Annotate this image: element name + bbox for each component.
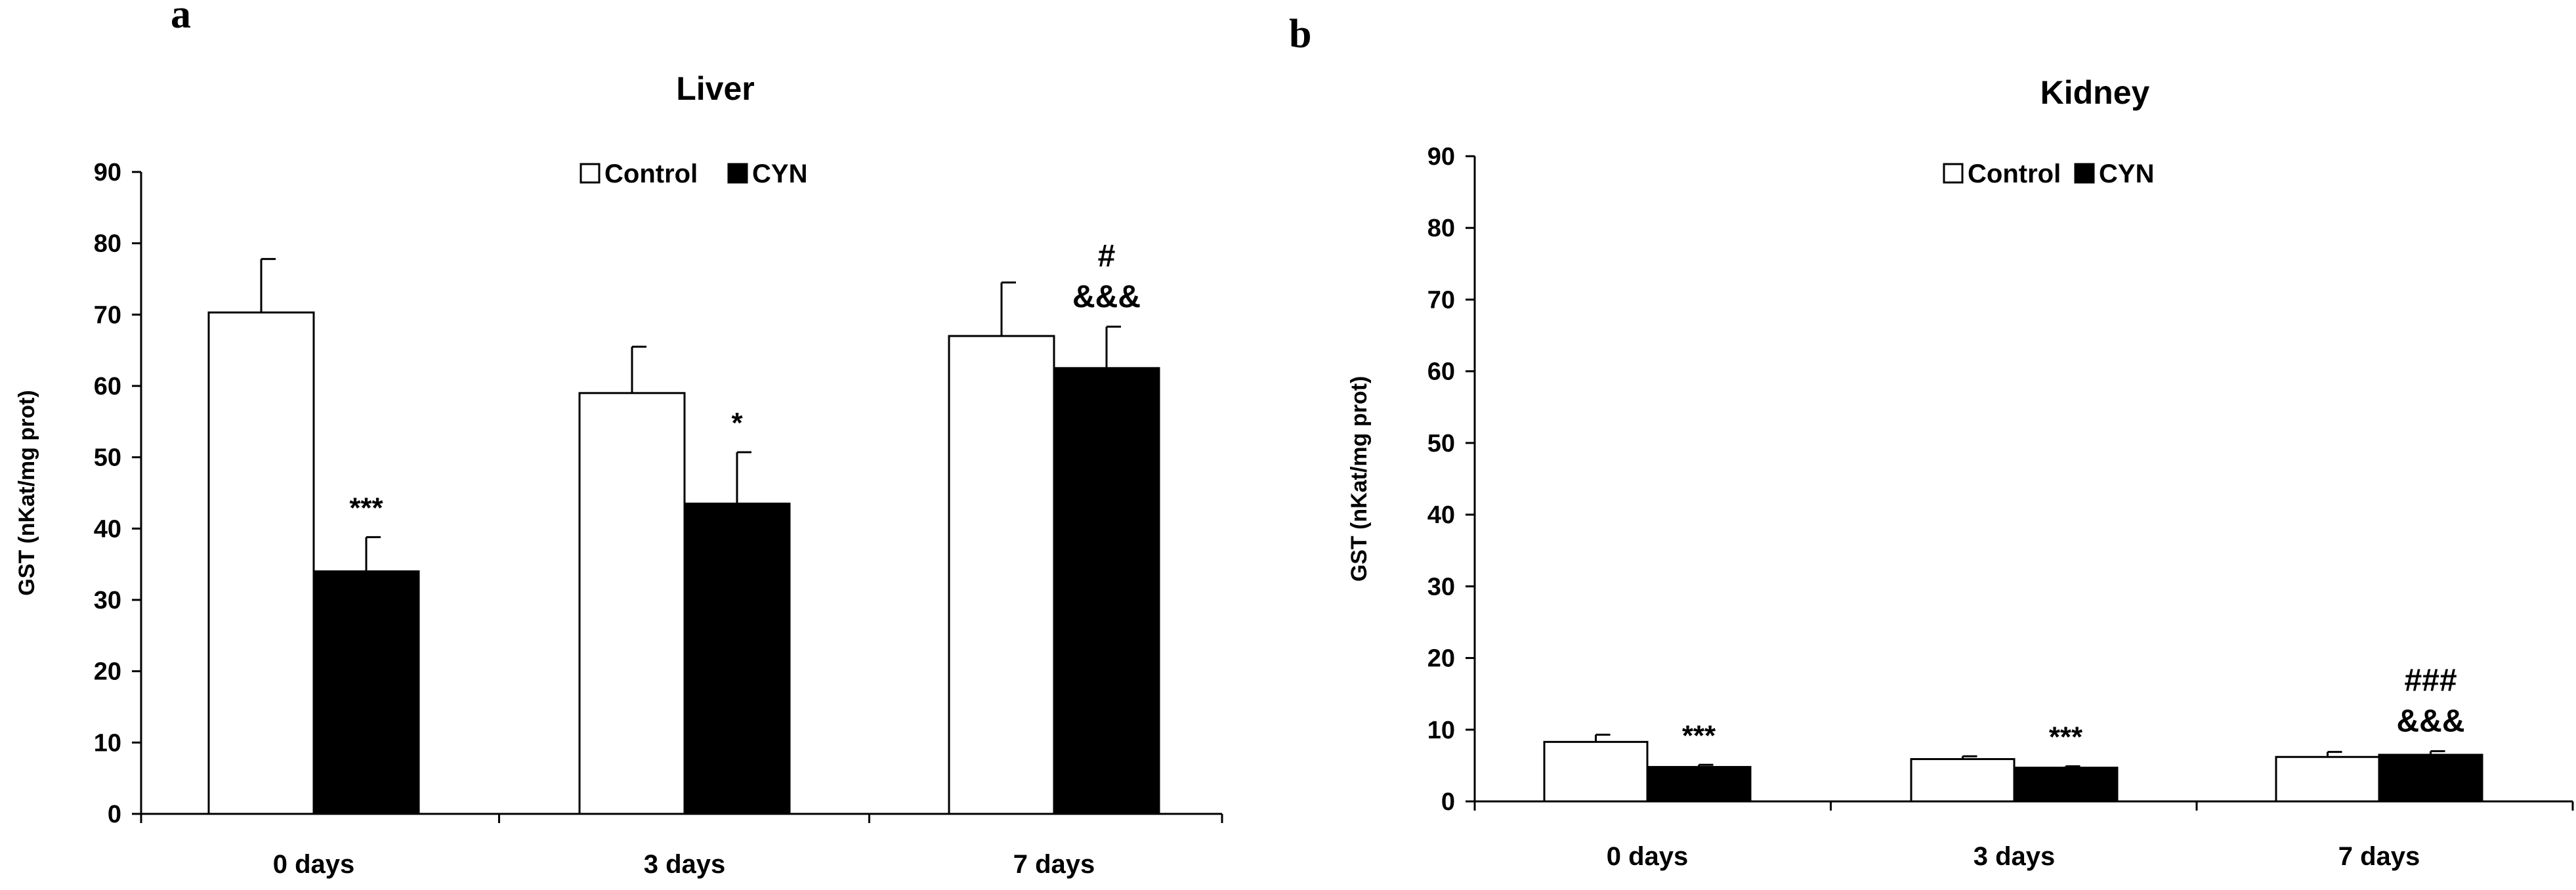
significance-annotation: # (1098, 239, 1116, 274)
panel-letter: a (171, 0, 191, 37)
y-tick-label: 90 (94, 159, 121, 186)
significance-annotation: *** (2049, 721, 2083, 753)
y-tick-label: 70 (94, 301, 121, 329)
x-category-label: 0 days (273, 850, 355, 879)
significance-annotation: *** (349, 492, 383, 524)
legend-swatch-control (1943, 163, 1964, 184)
y-tick-label: 10 (94, 729, 121, 757)
bar-control-7-days (2275, 755, 2380, 803)
bar-control-7-days (948, 335, 1055, 815)
bar-control-3-days (578, 392, 686, 815)
y-tick-label: 20 (1427, 645, 1455, 673)
y-tick-label: 40 (94, 515, 121, 543)
legend-swatch-cyn (2074, 163, 2095, 184)
y-tick-label: 60 (94, 373, 121, 400)
y-tick-label: 80 (1427, 215, 1455, 242)
significance-annotation: * (731, 407, 743, 439)
bar-control-3-days (1910, 758, 2016, 803)
chart-panel-kidney: b Kidney 0 10 20 30 40 50 60 70 80 90 GST (nKat/mg p… (1288, 0, 2576, 887)
x-category-label: 3 days (644, 850, 726, 879)
y-tick-label: 40 (1427, 501, 1455, 529)
y-tick-label: 0 (1441, 788, 1455, 816)
legend-label-cyn: CYN (2099, 159, 2154, 188)
y-axis-label: GST (nKat/mg prot) (1347, 376, 1372, 582)
bar-control-0-days (207, 311, 315, 815)
y-axis-label: GST (nKat/mg prot) (14, 390, 39, 596)
legend-swatch-control (580, 163, 601, 184)
significance-annotation: *** (1682, 719, 1716, 752)
legend-label-cyn: CYN (752, 159, 807, 188)
y-tick-label: 70 (1427, 286, 1455, 314)
chart-panel-liver: a Liver 0 10 20 30 40 50 60 70 80 90 GST (nKat/mg pr… (0, 0, 1288, 887)
panel-letter: b (1289, 12, 1311, 56)
y-tick-label: 20 (94, 658, 121, 686)
legend-label-control: Control (1968, 159, 2061, 188)
y-tick-label: 50 (1427, 430, 1455, 457)
legend-label-control: Control (604, 159, 698, 188)
y-tick-label: 10 (1427, 717, 1455, 744)
y-tick-label: 90 (1427, 143, 1455, 171)
chart-title: Liver (676, 70, 755, 107)
chart-title: Kidney (2040, 74, 2150, 111)
bar-control-0-days (1543, 740, 1649, 803)
y-tick-label: 0 (108, 801, 121, 828)
x-category-label: 7 days (1013, 850, 1095, 879)
bar-cyn-3-days (2013, 767, 2119, 803)
x-category-label: 0 days (1607, 842, 1689, 871)
y-tick-label: 50 (94, 444, 121, 472)
y-tick-label: 30 (94, 587, 121, 614)
bar-cyn-7-days (2378, 753, 2483, 803)
significance-annotation: &&& (2397, 704, 2465, 739)
y-tick-label: 60 (1427, 358, 1455, 386)
x-category-label: 3 days (1974, 842, 2056, 871)
bar-cyn-3-days (683, 502, 791, 815)
bar-cyn-0-days (312, 570, 420, 815)
significance-annotation: &&& (1072, 280, 1141, 314)
y-tick-label: 80 (94, 230, 121, 258)
bar-cyn-7-days (1053, 367, 1160, 815)
liver-bar-chart: a Liver 0 10 20 30 40 50 60 70 80 90 GST (nKat/mg pr… (14, 0, 1223, 879)
legend-swatch-cyn (727, 163, 748, 184)
significance-annotation: ### (2404, 664, 2457, 698)
bar-cyn-0-days (1646, 766, 1752, 803)
y-tick-label: 30 (1427, 573, 1455, 601)
kidney-bar-chart: b Kidney 0 10 20 30 40 50 60 70 80 90 GST (nKat/mg p… (1289, 12, 2574, 871)
x-category-label: 7 days (2338, 842, 2420, 871)
